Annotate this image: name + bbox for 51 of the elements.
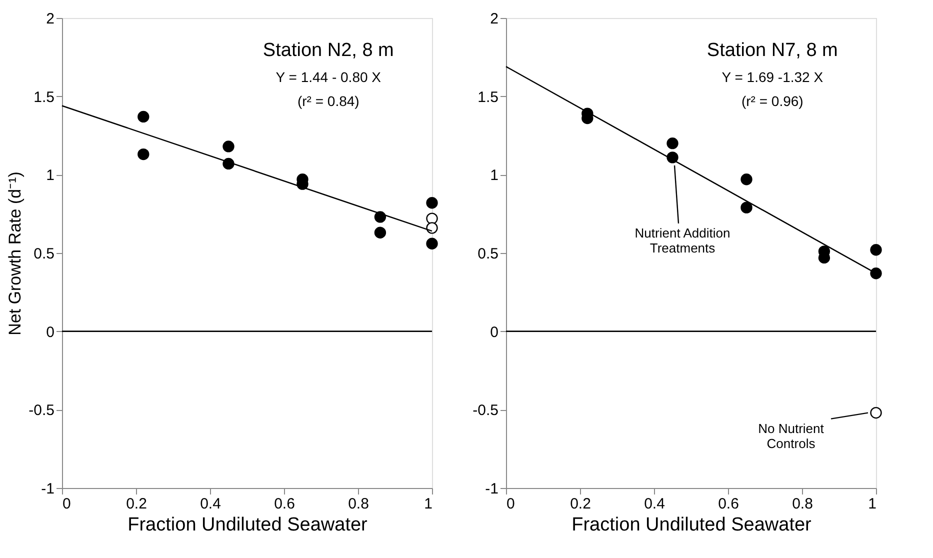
annotation: Y = 1.44 - 0.80 X [276, 69, 382, 85]
x-tick-label: 0.6 [274, 496, 295, 512]
x-axis-title: Fraction Undiluted Seawater [572, 514, 812, 536]
y-tick-label: -0.5 [472, 402, 498, 420]
annotation: Nutrient Addition Treatments [634, 225, 730, 256]
point [870, 268, 882, 280]
x-tick-label: 0.4 [644, 496, 665, 512]
annotation: Station N7, 8 m [706, 40, 838, 61]
point [740, 174, 752, 186]
point [426, 222, 438, 234]
annotation: (r² = 0.96) [741, 93, 804, 109]
x-tick-label: 0.4 [200, 496, 221, 512]
point [426, 238, 438, 250]
x-axis-title: Fraction Undiluted Seawater [128, 514, 368, 536]
y-tick-label: -0.5 [28, 402, 54, 420]
y-axis-title: Net Growth Rate (d⁻¹) [6, 172, 25, 336]
y-tick-label: 0 [46, 324, 54, 341]
point [426, 197, 438, 209]
point [138, 148, 150, 160]
point [666, 138, 678, 150]
y-tick-label: 1 [46, 167, 54, 184]
annotation: Station N2, 8 m [262, 40, 394, 61]
point [138, 110, 150, 123]
y-tick-label: 1 [490, 167, 498, 184]
x-tick-label: 0.2 [570, 496, 591, 512]
y-tick-label: 1.5 [34, 88, 54, 106]
y-tick-label: -1 [485, 480, 498, 498]
y-tick-label: 1.5 [478, 88, 498, 106]
point [426, 212, 438, 224]
annotation: Y = 1.69 -1.32 X [722, 69, 824, 85]
point [374, 226, 386, 238]
x-tick-label: 0 [506, 496, 515, 512]
point [870, 244, 882, 256]
y-tick-label: 2 [490, 10, 498, 28]
x-tick-label: 0.8 [348, 496, 369, 512]
y-tick-label: 0 [490, 324, 498, 341]
annotation: No Nutrient Controls [758, 420, 824, 451]
point [870, 406, 882, 419]
x-tick-label: 0.2 [126, 496, 147, 512]
annotation: (r² = 0.84) [297, 93, 360, 109]
y-tick-label: 0.5 [478, 246, 498, 262]
y-tick-label: -1 [41, 480, 54, 498]
x-tick-label: 1 [868, 496, 876, 512]
y-tick-label: 0.5 [34, 246, 54, 262]
point [222, 140, 234, 152]
point [740, 202, 752, 214]
x-tick-label: 1 [424, 496, 432, 512]
x-tick-label: 0.8 [792, 496, 813, 512]
x-tick-label: 0 [62, 496, 71, 512]
y-tick-label: 2 [46, 10, 54, 28]
x-tick-label: 0.6 [718, 496, 739, 512]
